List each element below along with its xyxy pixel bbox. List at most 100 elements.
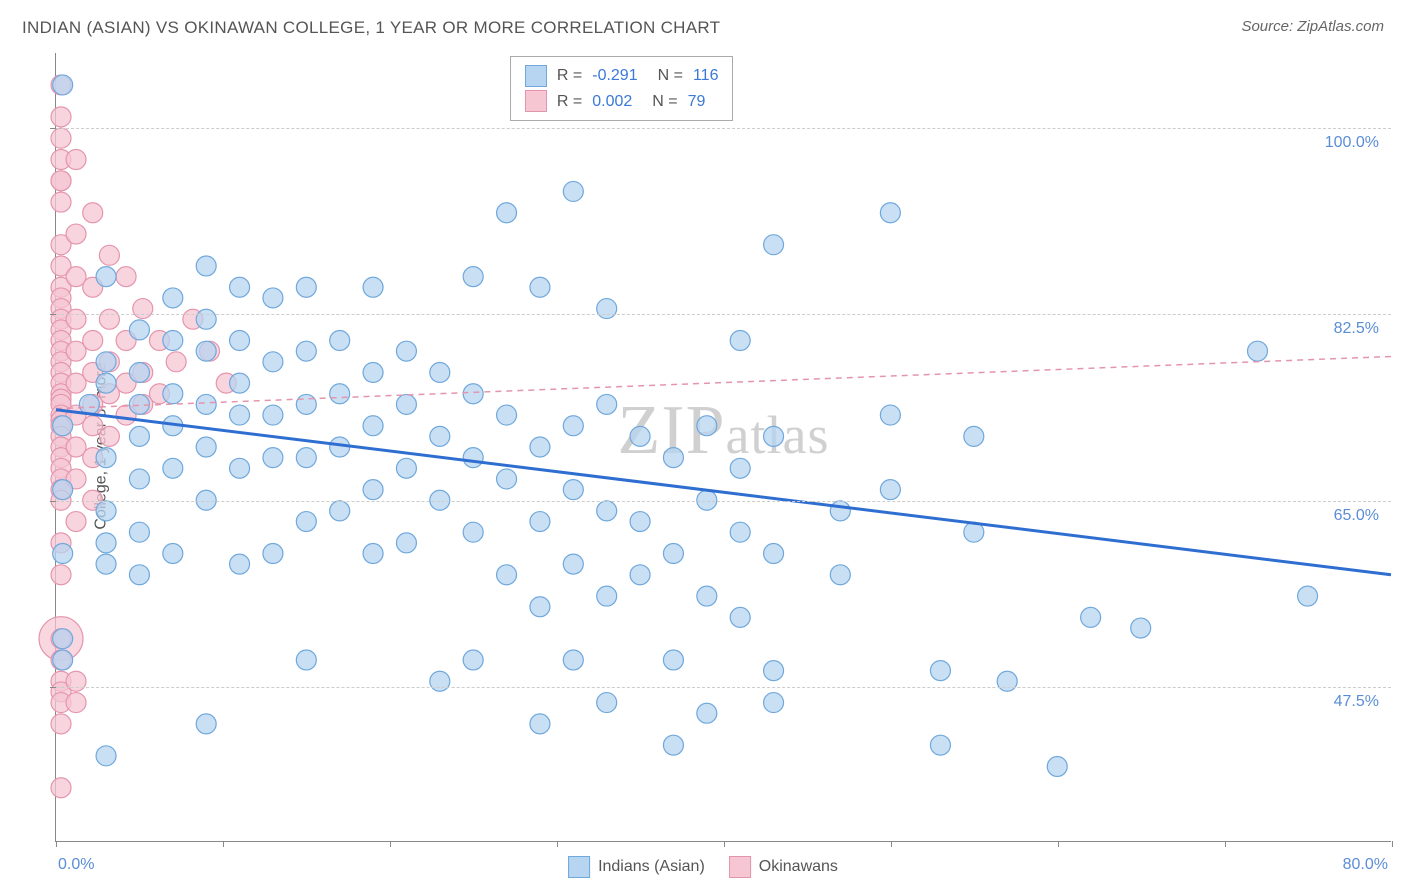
scatter-point (363, 416, 383, 436)
scatter-point (296, 394, 316, 414)
scatter-point (1248, 341, 1268, 361)
scatter-point (663, 448, 683, 468)
stats-n-value: 116 (693, 63, 719, 89)
scatter-point (99, 245, 119, 265)
legend-swatch (525, 65, 547, 87)
scatter-point (1081, 607, 1101, 627)
scatter-point (129, 469, 149, 489)
source-text: Source: ZipAtlas.com (1241, 18, 1384, 35)
x-tick (1058, 841, 1059, 847)
scatter-point (463, 384, 483, 404)
scatter-point (730, 331, 750, 351)
scatter-point (196, 714, 216, 734)
trend-line (56, 410, 1391, 575)
scatter-point (53, 650, 73, 670)
scatter-point (96, 501, 116, 521)
gridline-h (56, 128, 1391, 129)
scatter-point (51, 565, 71, 585)
scatter-point (96, 746, 116, 766)
y-tick-label: 47.5% (1334, 693, 1379, 711)
stats-box: R =-0.291N =116R =0.002N =79 (510, 56, 734, 121)
scatter-point (96, 373, 116, 393)
scatter-point (99, 426, 119, 446)
scatter-point (563, 554, 583, 574)
scatter-point (563, 181, 583, 201)
scatter-point (79, 394, 99, 414)
scatter-point (51, 171, 71, 191)
scatter-point (530, 597, 550, 617)
legend-swatch (729, 856, 751, 878)
chart-container: INDIAN (ASIAN) VS OKINAWAN COLLEGE, 1 YE… (0, 0, 1406, 892)
scatter-point (230, 458, 250, 478)
scatter-point (1131, 618, 1151, 638)
scatter-point (430, 362, 450, 382)
scatter-point (83, 203, 103, 223)
scatter-point (563, 480, 583, 500)
scatter-point (296, 512, 316, 532)
scatter-point (497, 469, 517, 489)
x-tick (724, 841, 725, 847)
scatter-point (597, 693, 617, 713)
scatter-point (697, 586, 717, 606)
scatter-point (363, 543, 383, 563)
scatter-point (497, 405, 517, 425)
chart-title: INDIAN (ASIAN) VS OKINAWAN COLLEGE, 1 YE… (22, 18, 720, 38)
stats-r-label: R = (557, 63, 582, 89)
trend-line (56, 356, 1391, 408)
scatter-point (96, 448, 116, 468)
scatter-point (363, 480, 383, 500)
scatter-point (363, 362, 383, 382)
y-tick-label: 65.0% (1334, 507, 1379, 525)
scatter-point (196, 341, 216, 361)
scatter-point (129, 565, 149, 585)
x-tick (1225, 841, 1226, 847)
scatter-point (630, 565, 650, 585)
scatter-point (129, 522, 149, 542)
scatter-point (296, 448, 316, 468)
scatter-point (563, 650, 583, 670)
scatter-point (230, 405, 250, 425)
scatter-point (53, 416, 73, 436)
y-tick-label: 82.5% (1334, 320, 1379, 338)
x-tick (891, 841, 892, 847)
scatter-point (263, 448, 283, 468)
scatter-point (66, 693, 86, 713)
scatter-point (764, 426, 784, 446)
gridline-h (56, 687, 1391, 688)
scatter-point (730, 522, 750, 542)
scatter-point (430, 426, 450, 446)
scatter-point (66, 309, 86, 329)
scatter-point (230, 373, 250, 393)
stats-n-label: N = (652, 89, 677, 115)
scatter-point (663, 735, 683, 755)
x-tick (223, 841, 224, 847)
legend-label: Okinawans (759, 858, 838, 876)
scatter-point (196, 394, 216, 414)
scatter-point (166, 352, 186, 372)
scatter-point (296, 650, 316, 670)
scatter-point (230, 554, 250, 574)
gridline-h (56, 314, 1391, 315)
scatter-point (330, 384, 350, 404)
scatter-point (463, 448, 483, 468)
scatter-point (163, 288, 183, 308)
scatter-point (53, 75, 73, 95)
scatter-point (497, 203, 517, 223)
stats-row: R =-0.291N =116 (525, 63, 719, 89)
scatter-point (116, 267, 136, 287)
scatter-point (51, 192, 71, 212)
scatter-point (96, 533, 116, 553)
x-axis-max-label: 80.0% (1343, 856, 1388, 874)
scatter-point (51, 778, 71, 798)
scatter-point (830, 565, 850, 585)
stats-r-label: R = (557, 89, 582, 115)
plot-area: ZIPatlas R =-0.291N =116R =0.002N =79 47… (55, 53, 1391, 842)
scatter-point (99, 309, 119, 329)
stats-r-value: 0.002 (592, 89, 632, 115)
scatter-point (497, 565, 517, 585)
scatter-point (66, 224, 86, 244)
scatter-point (1298, 586, 1318, 606)
scatter-point (630, 426, 650, 446)
scatter-point (663, 543, 683, 563)
scatter-point (396, 394, 416, 414)
